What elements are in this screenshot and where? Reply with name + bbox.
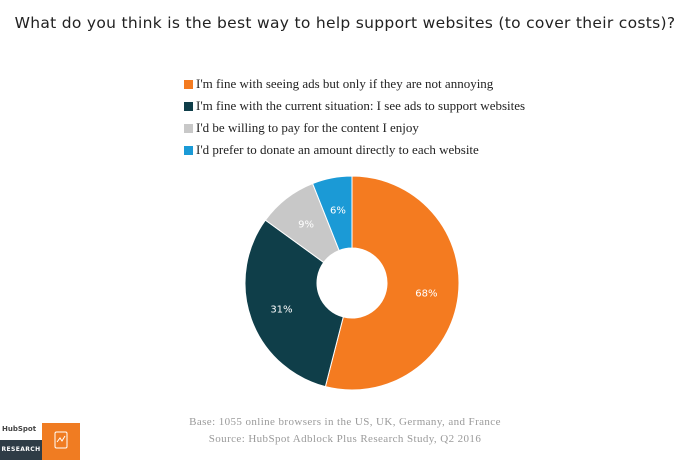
pie-slice-1 — [244, 219, 344, 388]
pie-slice-0 — [324, 175, 460, 391]
base-note: Base: 1055 online browsers in the US, UK… — [189, 416, 501, 428]
legend-label: I'd be willing to pay for the content I … — [196, 120, 419, 135]
document-chart-icon — [54, 431, 68, 449]
legend-item: I'm fine with the current situation: I s… — [184, 95, 525, 117]
legend-item: I'm fine with seeing ads but only if the… — [184, 73, 525, 95]
pie-slice-3 — [311, 175, 353, 252]
slice-label-0: 68% — [415, 288, 437, 299]
legend-label: I'm fine with seeing ads but only if the… — [196, 76, 494, 91]
legend-swatch-blue — [184, 145, 193, 155]
slice-label-3: 6% — [330, 205, 346, 216]
logo-section: RESEARCH — [0, 440, 42, 460]
legend-label: I'd prefer to donate an amount directly … — [196, 142, 479, 157]
legend-swatch-orange — [184, 79, 193, 89]
legend-label: I'm fine with the current situation: I s… — [196, 98, 526, 113]
legend-swatch-teal — [184, 101, 193, 111]
legend-item: I'd prefer to donate an amount directly … — [184, 139, 525, 161]
slice-label-1: 31% — [270, 304, 292, 315]
brand-panel — [42, 423, 80, 460]
hubspot-research-logo: HubSpot RESEARCH — [0, 423, 42, 460]
source-note: Source: HubSpot Adblock Plus Research St… — [208, 433, 482, 445]
chart-legend: I'm fine with seeing ads but only if the… — [184, 73, 525, 161]
slice-label-2: 9% — [298, 220, 314, 231]
legend-item: I'd be willing to pay for the content I … — [184, 117, 525, 139]
chart-title: What do you think is the best way to hel… — [14, 14, 676, 32]
legend-swatch-gray — [184, 123, 193, 133]
logo-brand: HubSpot — [2, 425, 37, 433]
